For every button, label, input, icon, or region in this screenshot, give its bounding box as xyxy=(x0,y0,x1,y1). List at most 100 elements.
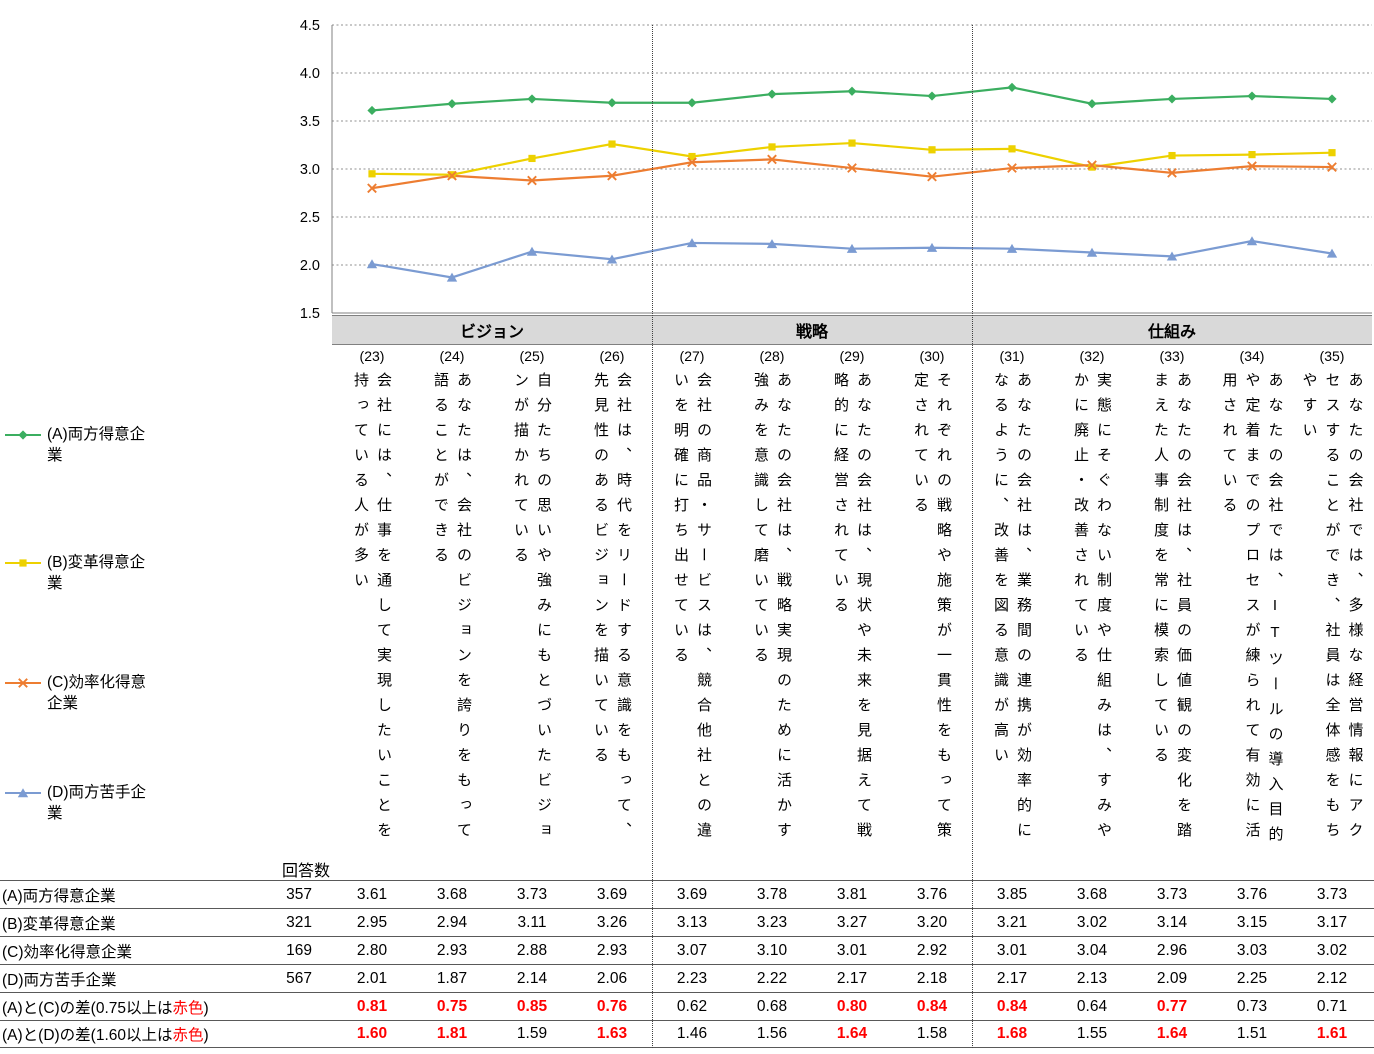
question-text: あなたの会社では、ITツールの導入目的 や定着までのプロセスが練られて有効に活 用さ… xyxy=(1212,372,1292,851)
value-cell: 3.76 xyxy=(1236,885,1268,903)
table-row-5: (A)と(C)の差(0.75以上は赤色) 0.81 0.75 0.85 0.76 0.62… xyxy=(0,992,1374,1020)
value-cell: 3.27 xyxy=(836,913,868,931)
svg-text:1.5: 1.5 xyxy=(300,306,320,322)
value-cell: 3.78 xyxy=(756,885,788,903)
question-number: (31) xyxy=(999,348,1025,364)
svg-text:3.5: 3.5 xyxy=(300,114,320,130)
row-label-red-text: 赤色 xyxy=(172,999,204,1017)
value-cell: 0.85 xyxy=(516,997,548,1015)
value-cell: 3.20 xyxy=(916,913,948,931)
value-cell: 2.93 xyxy=(436,941,468,959)
value-cell: 0.68 xyxy=(756,997,788,1015)
question-text: 実態にそぐわない制度や仕組みは、すみや かに廃止・改善されている xyxy=(1052,372,1132,847)
legend-marker-icon xyxy=(5,559,41,567)
row-label: (A)と(D)の差(1.60以上は赤色) xyxy=(0,1023,245,1045)
respondent-count-header: 回答数 xyxy=(281,863,330,880)
group-separator-line xyxy=(652,25,653,1048)
question-text: それぞれの戦略や施策が一貫性をもって策 定されている xyxy=(892,372,972,847)
legend-marker-icon xyxy=(5,788,41,798)
question-text-line: 自分たちの思いや強みにもとづいたビジョ xyxy=(535,372,552,847)
row-label: (B)変革得意企業 xyxy=(0,912,245,934)
value-cell: 2.01 xyxy=(356,969,388,987)
legend-marker-icon xyxy=(5,430,41,440)
row-label-text: ) xyxy=(203,999,209,1017)
legend-marker-icon xyxy=(5,678,41,688)
question-text-line: 語ることができる xyxy=(432,372,449,572)
value-cell: 3.13 xyxy=(676,913,708,931)
question-text-line: 略的に経営されている xyxy=(832,372,849,622)
row-label-text: (A)と(C)の差(0.75以上は xyxy=(2,999,173,1017)
row-label-text: ) xyxy=(203,1027,209,1044)
value-cell: 2.22 xyxy=(756,969,788,987)
question-text-line: あなたの会社は、業務間の連携が効率的に xyxy=(1015,372,1032,847)
value-cell: 3.73 xyxy=(1316,885,1348,903)
question-text-line: セスすることができ、社員は全体感をもち xyxy=(1323,372,1341,847)
question-text-line: まえた人事制度を常に模索している xyxy=(1152,372,1169,772)
question-text: あなたの会社は、戦略実現のために活かす 強みを意識して磨いている xyxy=(732,372,812,847)
row-label: (A)と(C)の差(0.75以上は赤色) xyxy=(0,996,245,1018)
question-number: (23) xyxy=(359,348,385,364)
value-cell: 3.04 xyxy=(1076,941,1108,959)
svg-text:2.5: 2.5 xyxy=(300,210,320,226)
question-text-line: あなたの会社では、多様な経営情報にアク xyxy=(1346,372,1364,847)
value-cell: 2.18 xyxy=(916,969,948,987)
question-text: 会社には、仕事を通して実現したいことを 持っている人が多い xyxy=(332,372,412,847)
value-cell: 2.06 xyxy=(596,969,628,987)
svg-text:3.0: 3.0 xyxy=(300,162,320,178)
row-label-text: (A)と(D)の差(1.60以上は xyxy=(2,1027,173,1044)
group-separator-line xyxy=(972,25,973,1048)
value-cell: 1.55 xyxy=(1076,1025,1108,1042)
table-row-2: (B)変革得意企業 321 2.95 2.94 3.11 3.26 3.13 3.23 3.27… xyxy=(0,908,1374,936)
group-header-band: ビジョン 戦略 仕組み xyxy=(332,315,1372,345)
value-cell: 3.76 xyxy=(916,885,948,903)
row-label-text: (C)効率化得意企業 xyxy=(2,943,133,961)
value-cell: 2.94 xyxy=(436,913,468,931)
value-cell: 3.21 xyxy=(996,913,1028,931)
value-cell: 3.11 xyxy=(517,913,547,931)
value-cell: 3.73 xyxy=(516,885,548,903)
question-text-line: 定されている xyxy=(912,372,929,522)
value-cell: 1.51 xyxy=(1236,1025,1268,1042)
respondent-count: 169 xyxy=(286,941,312,959)
question-number: (33) xyxy=(1159,348,1185,364)
legend-item-B: (B)変革得意企業 xyxy=(4,552,194,594)
question-text-line: それぞれの戦略や施策が一貫性をもって策 xyxy=(935,372,952,847)
question-text-line: かに廃止・改善されている xyxy=(1072,372,1089,672)
value-cell: 0.76 xyxy=(596,997,628,1015)
group-label-2: 戦略 xyxy=(795,324,828,341)
question-text-line: 実態にそぐわない制度や仕組みは、すみや xyxy=(1095,372,1112,847)
value-cell: 0.81 xyxy=(356,997,388,1015)
value-cell: 2.25 xyxy=(1236,969,1268,987)
value-cell: 3.68 xyxy=(436,885,468,903)
row-label-text: (D)両方苦手企業 xyxy=(2,971,117,989)
legend-item-D: (D)両方苦手企業 xyxy=(4,782,194,824)
question-text-line: 強みを意識して磨いている xyxy=(752,372,769,672)
value-cell: 1.68 xyxy=(996,1025,1028,1042)
table-row-4: (D)両方苦手企業 567 2.01 1.87 2.14 2.06 2.23 2.22 2.17… xyxy=(0,964,1374,992)
legend-item-A: (A)両方得意企業 xyxy=(4,424,194,466)
group-label-1: ビジョン xyxy=(459,324,524,341)
legend-label: (D)両方苦手企業 xyxy=(47,784,147,822)
value-cell: 1.61 xyxy=(1316,1025,1348,1042)
value-cell: 2.17 xyxy=(996,969,1028,987)
table-row-1: (A)両方得意企業 357 3.61 3.68 3.73 3.69 3.69 3.78 3.81… xyxy=(0,880,1374,908)
question-text-line: いを明確に打ち出せている xyxy=(672,372,689,672)
question-text-line: 会社には、仕事を通して実現したいことを xyxy=(375,372,392,847)
value-cell: 3.81 xyxy=(836,885,868,903)
question-text: あなたの会社は、業務間の連携が効率的に なるように、改善を図る意識が高い xyxy=(972,372,1052,847)
row-label-text: (A)両方得意企業 xyxy=(2,887,116,905)
question-text-line: 先見性のあるビジョンを描いている xyxy=(592,372,609,772)
value-cell: 0.80 xyxy=(836,997,868,1015)
value-cell: 1.87 xyxy=(436,969,468,987)
row-label-red-text: 赤色 xyxy=(172,1027,204,1044)
legend-label: (B)変革得意企業 xyxy=(47,554,146,592)
line-chart-plot: 4.5 4.0 3.5 3.0 2.5 2.0 1.5 xyxy=(300,18,1372,322)
value-cell: 3.14 xyxy=(1156,913,1188,931)
value-cell: 2.95 xyxy=(356,913,388,931)
value-cell: 3.02 xyxy=(1316,941,1348,959)
row-label: (D)両方苦手企業 xyxy=(0,968,245,990)
row-label: (C)効率化得意企業 xyxy=(0,940,245,962)
value-cell: 0.77 xyxy=(1156,997,1188,1015)
svg-text:4.0: 4.0 xyxy=(300,66,320,82)
